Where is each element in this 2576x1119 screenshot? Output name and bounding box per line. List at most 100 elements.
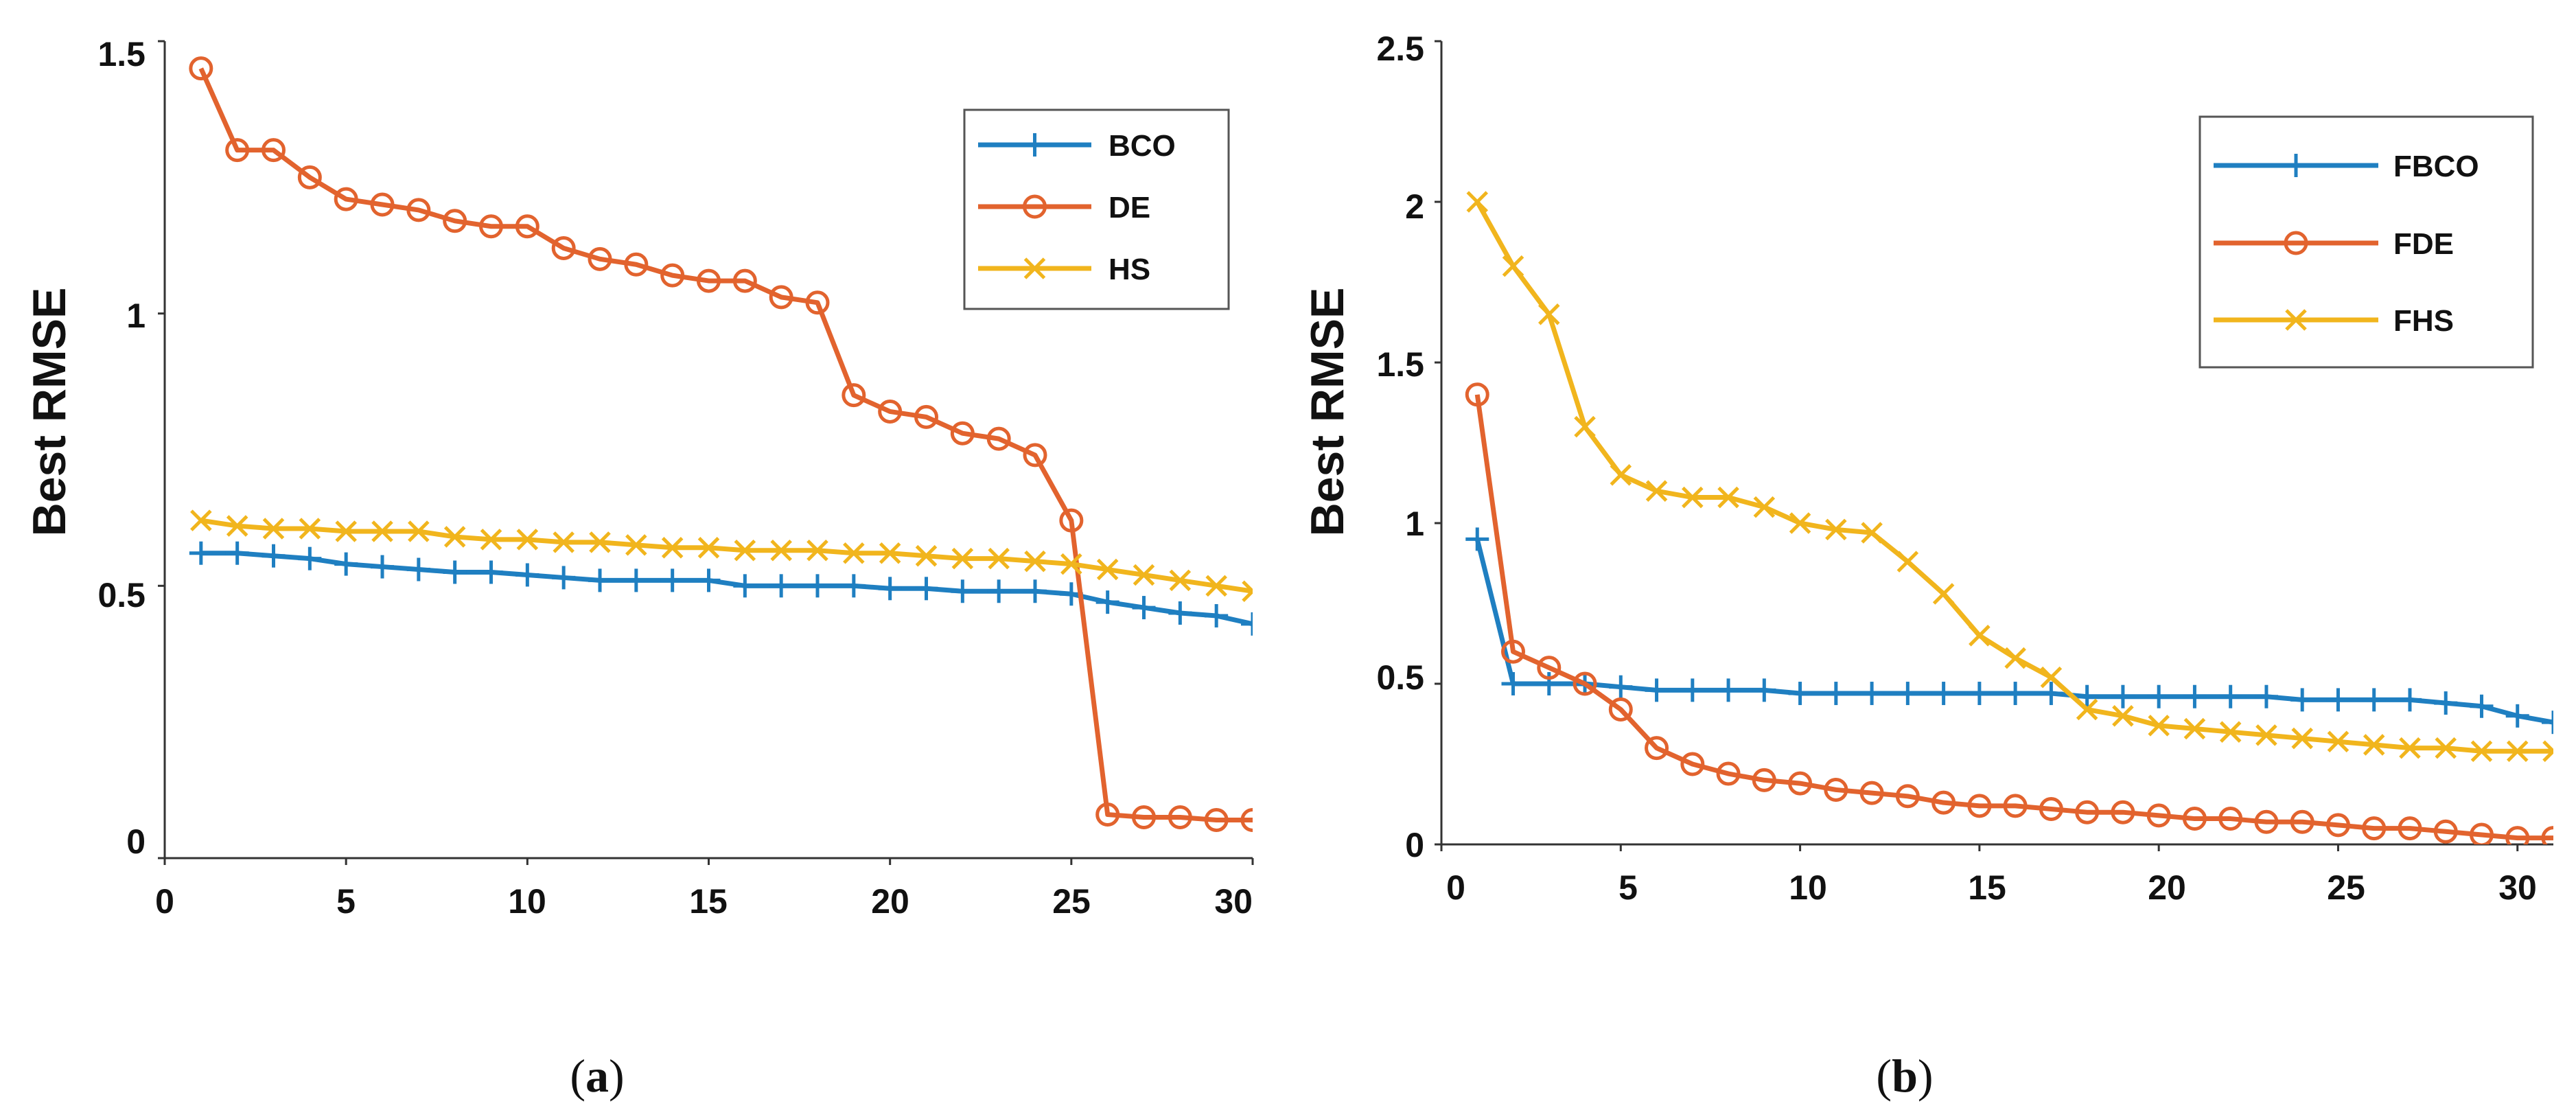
data-point <box>551 235 576 260</box>
x-tick-label: 5 <box>1618 868 1638 907</box>
data-point <box>1896 682 1920 706</box>
data-point <box>2363 734 2385 756</box>
data-point <box>697 537 720 559</box>
legend-label: DE <box>1109 191 1150 224</box>
data-point <box>1096 558 1119 581</box>
data-point <box>1859 781 1884 805</box>
data-point <box>1645 736 1669 761</box>
data-point <box>1573 671 1597 696</box>
data-point <box>769 285 793 310</box>
data-point <box>515 563 539 587</box>
data-point <box>2147 684 2171 708</box>
data-point <box>1133 564 1155 586</box>
series-fbco <box>1465 527 2553 735</box>
data-point <box>2039 797 2063 822</box>
data-point <box>987 579 1011 603</box>
data-point <box>1168 805 1192 829</box>
data-point <box>660 568 684 592</box>
data-point <box>262 518 285 540</box>
data-point <box>1717 678 1741 702</box>
data-point <box>334 187 358 211</box>
data-point <box>1753 496 1776 518</box>
data-point <box>2075 800 2100 824</box>
data-point <box>371 555 394 579</box>
data-point <box>2285 309 2307 331</box>
data-point <box>1205 603 1229 627</box>
data-point <box>2183 717 2206 740</box>
data-point <box>479 214 503 239</box>
data-point <box>951 579 975 603</box>
data-point <box>950 421 975 446</box>
series-fhs <box>1466 191 2553 763</box>
data-point <box>1788 682 1812 706</box>
legend-a: BCO DE HS <box>963 108 1230 310</box>
caption-a: (a) <box>570 1050 624 1102</box>
data-point <box>299 518 321 540</box>
x-tick-label: 25 <box>1052 882 1091 921</box>
series-a <box>189 56 1253 832</box>
data-point <box>625 534 647 556</box>
data-point <box>624 252 649 277</box>
data-point <box>1132 805 1156 829</box>
data-point <box>443 526 466 548</box>
legend-a-samples <box>978 133 1091 279</box>
data-point <box>1861 522 1883 544</box>
legend-label: FDE <box>2393 227 2454 261</box>
data-point <box>1752 678 1776 702</box>
data-point <box>1060 553 1082 575</box>
data-point <box>1240 807 1253 832</box>
data-point <box>515 214 539 239</box>
data-point <box>2112 705 2134 727</box>
caption-b: (b) <box>1876 1050 1933 1102</box>
data-point <box>406 557 430 581</box>
data-point <box>2146 803 2171 828</box>
data-point <box>914 577 938 601</box>
data-point <box>1680 678 1704 702</box>
data-point <box>1242 580 1253 603</box>
data-point <box>1059 508 1084 533</box>
x-tick-label: 0 <box>1446 868 1465 907</box>
data-point <box>2326 688 2350 712</box>
y-axis-title-b: Best RMSE <box>1301 288 1354 537</box>
data-point <box>2183 684 2207 708</box>
data-point <box>1024 550 1046 573</box>
x-tick-label: 15 <box>689 882 728 921</box>
data-point <box>1931 682 1956 706</box>
data-point <box>189 541 213 565</box>
data-point <box>2111 800 2135 824</box>
data-point <box>298 546 322 570</box>
data-point <box>2435 737 2457 759</box>
data-point <box>988 547 1010 570</box>
data-point <box>2076 698 2098 721</box>
data-point <box>1502 255 1524 277</box>
y-tick-label: 0 <box>126 822 146 861</box>
series-b <box>1465 191 2553 844</box>
data-point <box>1574 415 1596 438</box>
data-point <box>1608 697 1633 722</box>
data-point <box>1241 612 1253 636</box>
x-tick-label: 15 <box>1968 868 2006 907</box>
data-point <box>951 547 974 570</box>
y-tick-labels-b: 0 0.5 1 1.5 2 2.5 <box>1376 30 1424 864</box>
data-point <box>769 574 793 598</box>
data-point <box>1824 777 1848 802</box>
x-tick-label: 20 <box>871 882 909 921</box>
x-tick-label: 20 <box>2148 868 2186 907</box>
data-point <box>2111 684 2135 708</box>
legend-label: HS <box>1109 253 1150 286</box>
data-point <box>2182 807 2207 831</box>
legend-sample-fhs <box>2214 309 2378 331</box>
data-point <box>408 520 430 542</box>
data-point <box>1716 761 1741 786</box>
data-point <box>806 574 829 598</box>
data-point <box>2470 694 2494 718</box>
data-point <box>1537 672 1561 695</box>
data-point <box>1132 596 1156 620</box>
y-tick-labels-a: 0 0.5 1 1.5 <box>97 35 146 861</box>
y-tick-label: 1.5 <box>1376 345 1424 384</box>
data-point <box>2040 666 2063 689</box>
data-point <box>878 577 902 601</box>
data-point <box>1717 486 1739 509</box>
data-point <box>370 192 395 217</box>
data-point <box>1169 569 1192 592</box>
